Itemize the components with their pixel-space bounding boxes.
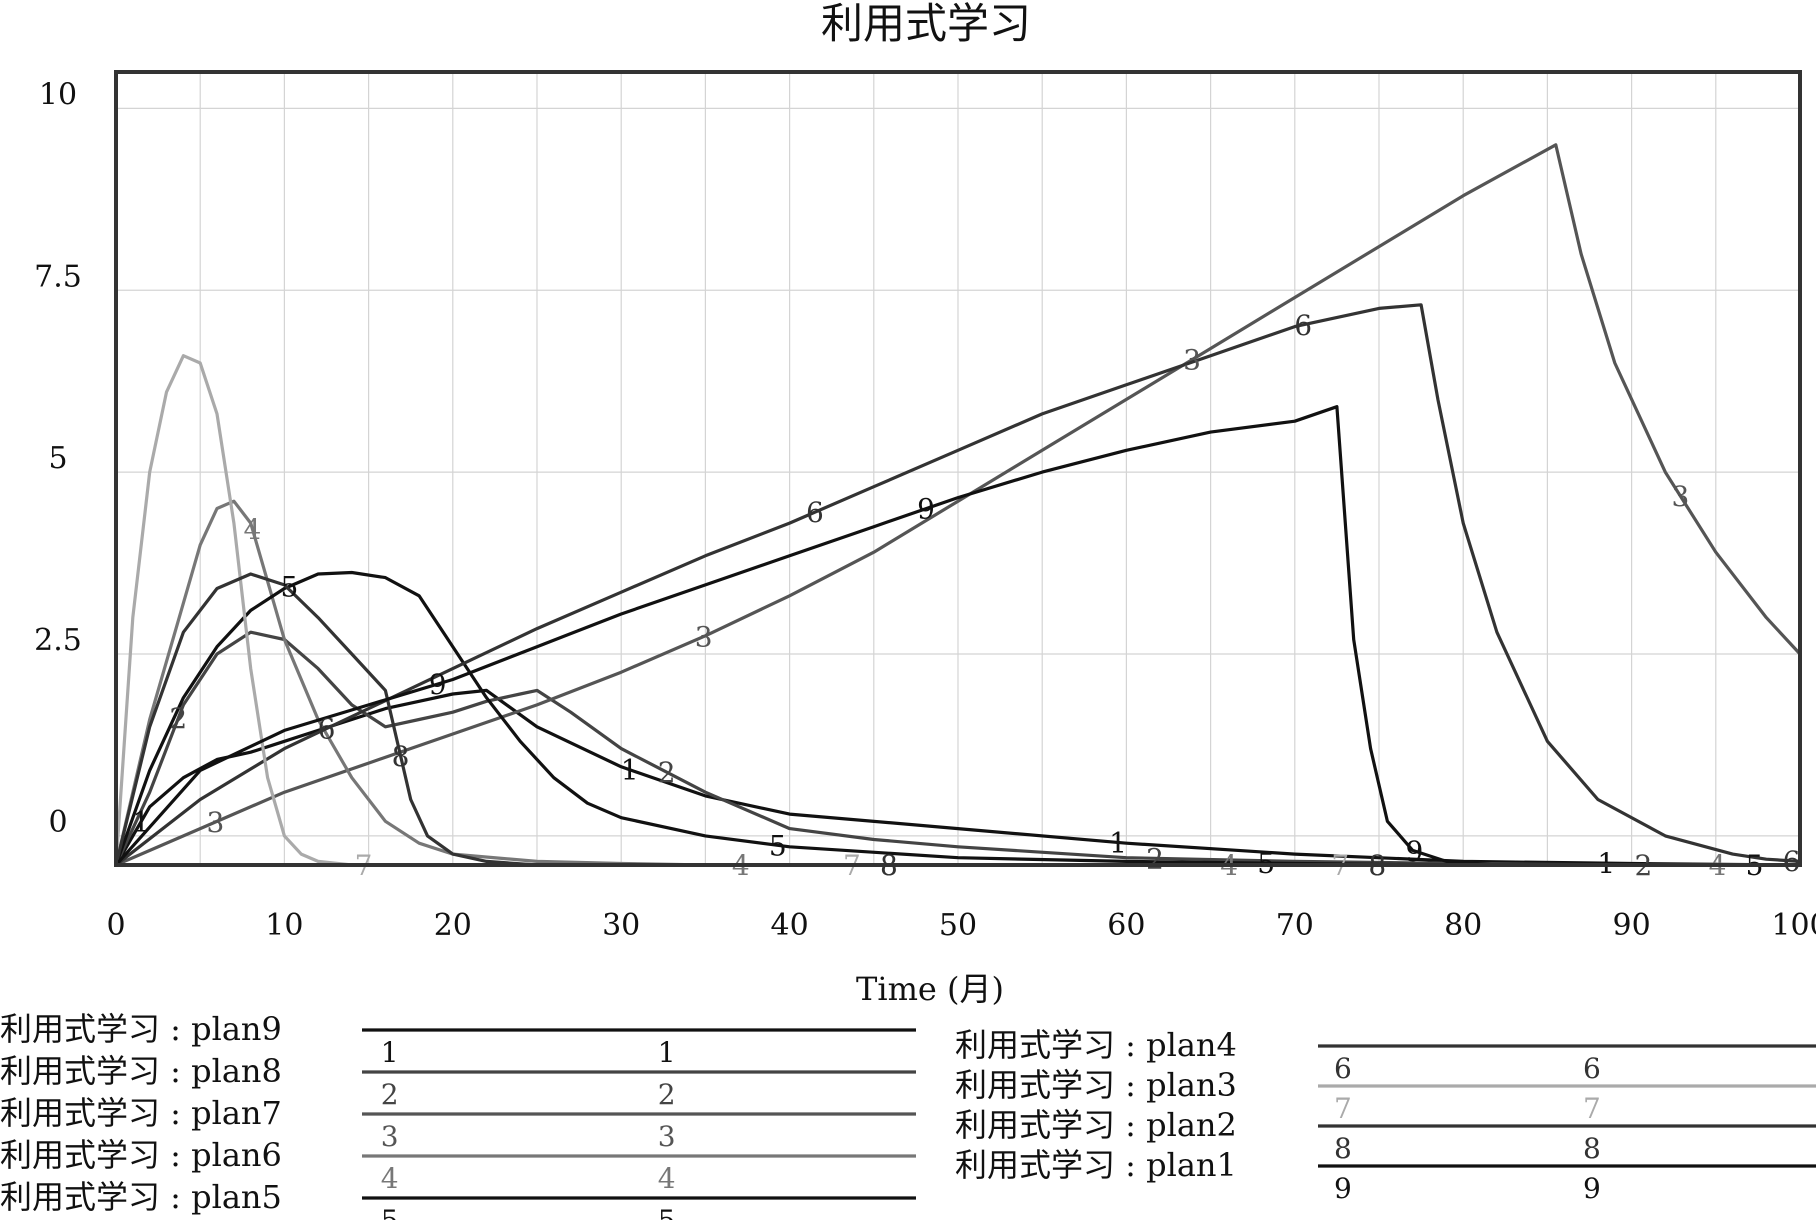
x-tick-label: 40: [771, 908, 809, 943]
series-marker-4: 4: [243, 513, 261, 546]
series-line-3: [115, 143, 1802, 867]
x-tick-label: 80: [1444, 908, 1482, 943]
legend-marker: 3: [658, 1120, 676, 1153]
legend-marker: 6: [1583, 1052, 1601, 1085]
y-axis-ticks: 10 7.5 5 2.5 0: [34, 77, 82, 840]
x-tick-label: 0: [106, 908, 125, 943]
legend-marker: 9: [1583, 1172, 1601, 1205]
x-tick-label: 60: [1107, 908, 1145, 943]
legend-marker: 6: [1334, 1052, 1352, 1085]
series-marker-2: 2: [1146, 842, 1164, 875]
legend-label: 利用式学习 : plan8: [0, 1052, 282, 1090]
series-marker-6: 6: [318, 713, 336, 746]
legend: 利用式学习 : plan9 1 1 利用式学习 : plan8 2 2 利用式学习 : pl…: [0, 1010, 1816, 1220]
series-marker-5: 5: [281, 570, 299, 603]
legend-label: 利用式学习 : plan4: [955, 1026, 1237, 1064]
series-marker-3: 3: [1183, 344, 1201, 377]
x-tick-label: 10: [265, 908, 303, 943]
legend-label: 利用式学习 : plan6: [0, 1136, 282, 1174]
y-tick-label: 7.5: [34, 259, 82, 294]
series-marker-3: 3: [206, 806, 224, 839]
series-marker-8: 8: [392, 740, 410, 773]
legend-label: 利用式学习 : plan9: [0, 1010, 282, 1048]
x-tick-label: 70: [1276, 908, 1314, 943]
series-marker-1: 1: [621, 754, 639, 787]
y-tick-label: 0: [48, 805, 67, 840]
legend-label: 利用式学习 : plan1: [955, 1146, 1237, 1184]
y-tick-label: 5: [48, 441, 67, 476]
series-line-9: [114, 405, 1800, 867]
x-tick-label: 90: [1613, 908, 1651, 943]
legend-marker: 8: [1334, 1132, 1352, 1165]
series-marker-6: 6: [1783, 845, 1801, 878]
series-marker-3: 3: [695, 621, 713, 654]
legend-label: 利用式学习 : plan3: [955, 1066, 1237, 1104]
legend-marker: 2: [658, 1078, 676, 1111]
x-tick-label: 20: [434, 908, 472, 943]
series-marker-2: 2: [169, 702, 187, 735]
y-tick-label: 10: [39, 77, 77, 112]
series-marker-5: 5: [769, 829, 787, 862]
x-tick-label: 30: [602, 908, 640, 943]
legend-marker: 7: [1583, 1092, 1601, 1125]
series-line-6: [115, 303, 1801, 867]
series-marker-9: 9: [429, 668, 447, 701]
legend-marker: 4: [658, 1162, 676, 1195]
legend-marker: 7: [1334, 1092, 1352, 1125]
legend-marker: 5: [381, 1204, 399, 1220]
legend-marker: 9: [1334, 1172, 1352, 1205]
legend-marker: 1: [658, 1036, 676, 1069]
legend-label: 利用式学习 : plan7: [0, 1094, 282, 1132]
series-marker-3: 3: [1672, 480, 1690, 513]
series-marker-9: 9: [1405, 835, 1423, 868]
legend-label: 利用式学习 : plan5: [0, 1178, 282, 1216]
y-tick-label: 2.5: [34, 623, 82, 658]
x-tick-label: 50: [939, 908, 977, 943]
series-marker-1: 1: [132, 805, 150, 838]
legend-marker: 3: [381, 1120, 399, 1153]
legend-marker: 5: [658, 1204, 676, 1220]
series-marker-2: 2: [658, 756, 676, 789]
series-marker-1: 1: [1109, 826, 1127, 859]
x-tick-label: 100: [1771, 908, 1816, 943]
legend-marker: 8: [1583, 1132, 1601, 1165]
x-axis-label: Time (月): [856, 970, 1004, 1008]
legend-marker: 2: [381, 1078, 399, 1111]
chart-title: 利用式学习: [821, 0, 1031, 48]
x-axis-ticks: 0 10 20 30 40 50 60 70 80 90 100: [106, 908, 1816, 943]
legend-label: 利用式学习 : plan2: [955, 1106, 1237, 1144]
series-line-2: [114, 630, 1800, 867]
series-marker-6: 6: [806, 496, 824, 529]
legend-marker: 4: [381, 1162, 399, 1195]
grid: [116, 72, 1800, 865]
plot-frame: [114, 70, 1802, 867]
series-marker-6: 6: [1294, 309, 1312, 342]
series-marker-9: 9: [917, 493, 935, 526]
legend-marker: 1: [381, 1036, 399, 1069]
